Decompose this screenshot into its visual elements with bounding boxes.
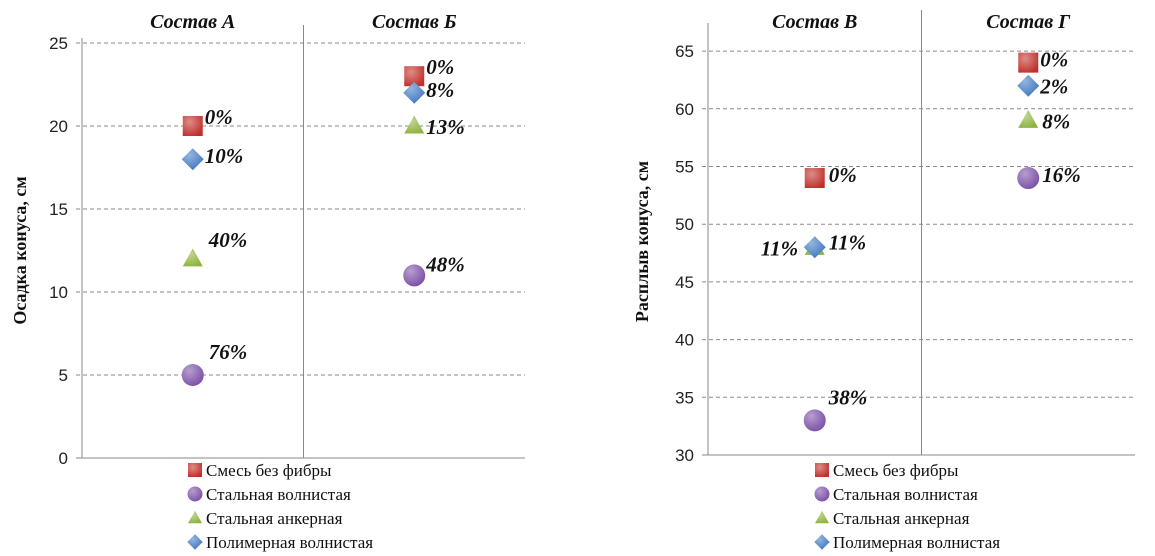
- data-point: [803, 409, 826, 432]
- data-label: 11%: [829, 230, 866, 254]
- y-tick-label: 35: [675, 388, 694, 407]
- data-point: [182, 116, 203, 136]
- data-point: [403, 264, 426, 287]
- legend-marker: [188, 463, 202, 477]
- y-tick-label: 45: [675, 273, 694, 292]
- legend-label: Стальная волнистая: [206, 485, 351, 504]
- y-tick-label: 30: [675, 446, 694, 465]
- data-label: 0%: [205, 105, 233, 129]
- data-point: [1017, 167, 1040, 190]
- y-tick-label: 55: [675, 157, 694, 176]
- legend-label: Смесь без фибры: [833, 461, 959, 480]
- data-point: [1018, 109, 1039, 128]
- data-point: [1017, 74, 1040, 97]
- y-axis-title: Осадка конуса, см: [10, 176, 30, 324]
- chart-1: 0 5 10 15 20 25 Состав А Состав Б Осадка конуса,…: [10, 11, 525, 552]
- y-tick-label: 15: [49, 200, 68, 219]
- category-label: Состав А: [150, 11, 235, 33]
- data-point: [804, 168, 825, 189]
- data-label: 8%: [1042, 109, 1070, 133]
- legend: Смесь без фибры Стальная волнистая Стальна…: [187, 461, 373, 552]
- legend-marker: [815, 463, 829, 477]
- legend-label: Смесь без фибры: [206, 461, 332, 480]
- category-label: Состав Г: [986, 11, 1071, 33]
- data-point: [181, 364, 204, 386]
- legend-marker: [187, 486, 203, 502]
- legend-label: Полимерная волнистая: [206, 533, 373, 552]
- data-label: 0%: [1040, 48, 1068, 72]
- data-label: 2%: [1039, 75, 1068, 99]
- legend-label: Полимерная волнистая: [833, 533, 1000, 552]
- category-label: Состав Б: [372, 11, 457, 33]
- y-tick-label: 10: [49, 283, 68, 302]
- data-label: 0%: [829, 163, 857, 187]
- data-label: 48%: [425, 252, 465, 276]
- legend-marker: [814, 534, 830, 550]
- legend-marker: [814, 486, 830, 502]
- data-point: [403, 81, 426, 104]
- legend-label: Стальная анкерная: [206, 509, 343, 528]
- data-label: 0%: [426, 55, 454, 79]
- y-tick-label: 5: [59, 366, 68, 385]
- data-label: 76%: [209, 340, 248, 364]
- category-label: Состав В: [772, 11, 857, 33]
- y-axis-title: Расплыв конуса, см: [632, 161, 652, 322]
- y-tick-label: 25: [49, 34, 68, 53]
- y-tick-label: 50: [675, 215, 694, 234]
- data-label: 8%: [426, 78, 454, 102]
- data-label: 13%: [426, 115, 465, 139]
- data-point: [404, 66, 425, 87]
- chart-2: 30 35 40 45 50 55 60 65 Состав В Состав Г Расплыв …: [632, 10, 1135, 552]
- data-label: 16%: [1042, 163, 1081, 187]
- y-tick-label: 60: [675, 100, 694, 119]
- data-label: 10%: [205, 144, 244, 168]
- data-label: 38%: [828, 385, 868, 409]
- legend-marker: [188, 510, 202, 524]
- data-point: [182, 248, 203, 267]
- y-tick-label: 20: [49, 117, 68, 136]
- legend-label: Стальная анкерная: [833, 509, 970, 528]
- data-point: [803, 236, 826, 259]
- data-point: [404, 115, 425, 134]
- data-label: 11%: [761, 236, 798, 260]
- data-point: [181, 148, 204, 171]
- y-tick-label: 0: [59, 449, 68, 468]
- y-tick-label: 65: [675, 42, 694, 61]
- legend: Смесь без фибры Стальная волнистая Стальна…: [814, 461, 1000, 552]
- data-point: [1018, 52, 1039, 73]
- data-label: 40%: [208, 228, 248, 252]
- legend-marker: [815, 510, 829, 524]
- legend-marker: [187, 534, 203, 550]
- legend-label: Стальная волнистая: [833, 485, 978, 504]
- y-tick-label: 40: [675, 331, 694, 350]
